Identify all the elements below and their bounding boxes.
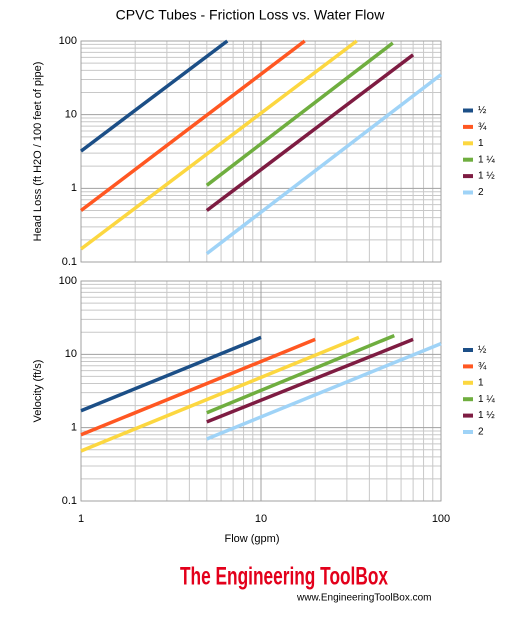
legend-label: 1 ¼ [478, 393, 495, 405]
line-series [80, 337, 316, 437]
legend-label: 1 [478, 138, 484, 149]
legend-label: 1 ¼ [478, 153, 495, 165]
y-tick-label: 1 [71, 182, 77, 194]
legend-label: ½ [478, 345, 487, 356]
legend-label: 2 [478, 187, 484, 198]
legend-label: 1 ½ [478, 410, 495, 421]
line-series [80, 335, 262, 413]
y-axis-label: Velocity (ft/s) [32, 360, 44, 423]
x-tick-label: 10 [255, 513, 267, 525]
legend-label: 2 [478, 427, 484, 438]
y-tick-label: 100 [59, 275, 77, 287]
legend-label: 1 ½ [478, 171, 495, 182]
line-series [206, 337, 414, 424]
y-tick-label: 10 [65, 109, 77, 121]
line-series [206, 341, 442, 441]
line-series [79, 39, 358, 251]
legend-label: ½ [478, 105, 487, 116]
chart-title: CPVC Tubes - Friction Loss vs. Water Flo… [116, 7, 386, 23]
url[interactable]: www.EngineeringToolBox.com [296, 593, 432, 604]
line-series [206, 333, 395, 415]
line-series [205, 53, 415, 212]
line-series [79, 39, 306, 212]
x-tick-label: 1 [78, 513, 84, 525]
x-tick-label: 100 [432, 513, 450, 525]
legend-label: ¾ [478, 122, 487, 133]
y-tick-label: 100 [59, 35, 77, 47]
y-tick-label: 0.1 [62, 495, 77, 507]
legend-label: ¾ [478, 361, 487, 372]
logo[interactable]: The Engineering ToolBox [180, 563, 388, 591]
line-series [205, 73, 443, 255]
y-tick-label: 10 [65, 348, 77, 360]
line-series [205, 41, 394, 187]
legend-label: 1 [478, 377, 484, 388]
x-axis-label: Flow (gpm) [224, 533, 279, 545]
line-series [80, 335, 360, 453]
y-axis-label: Head Loss (ft H2O / 100 feet of pipe) [32, 62, 44, 242]
y-tick-label: 1 [71, 422, 77, 434]
y-tick-label: 0.1 [62, 256, 77, 268]
line-series [79, 39, 229, 153]
